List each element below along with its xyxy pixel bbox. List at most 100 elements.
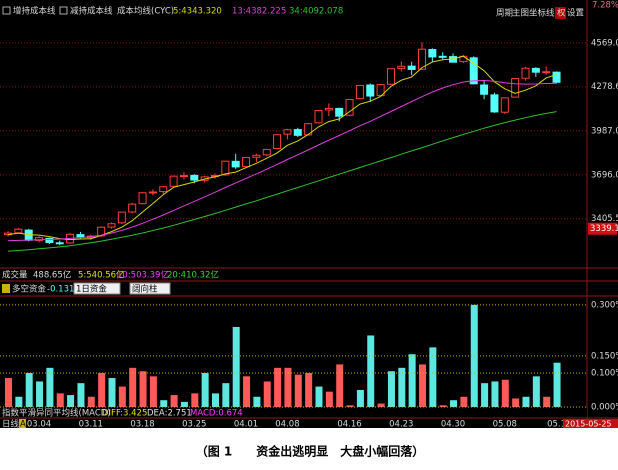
dropdown-label: 1日资金 (76, 284, 107, 295)
bar (460, 396, 468, 407)
bar (398, 367, 406, 407)
candle-body (345, 99, 354, 116)
candle-body (428, 49, 437, 58)
help-icon[interactable] (2, 284, 10, 293)
ma-line (7, 79, 557, 242)
date-box (563, 419, 618, 428)
ma-line (7, 55, 557, 241)
candle-body (511, 78, 520, 98)
candle-body (242, 157, 251, 168)
flag-box (19, 419, 26, 428)
candle-body (324, 107, 333, 111)
checkbox[interactable] (59, 6, 68, 15)
current-date: 2015-05-25 (565, 420, 612, 429)
y-tick-label: 4569.0 (591, 38, 618, 48)
bar (543, 396, 551, 407)
bar (450, 400, 458, 407)
x-tick-label: 04.23 (389, 420, 413, 430)
button[interactable]: 主图 (512, 8, 529, 19)
candle-body (386, 68, 395, 85)
candle-body (107, 223, 116, 228)
bar (212, 393, 219, 407)
candle-body (283, 129, 292, 135)
candle-body (438, 55, 447, 58)
candle-body (45, 237, 54, 243)
bar (315, 386, 323, 407)
x-tick-label: 05.1 (547, 420, 566, 430)
period: 日线 (2, 419, 20, 430)
price-marker-box (588, 222, 617, 235)
candle-body (179, 175, 188, 178)
bar (191, 393, 199, 407)
bar (263, 381, 271, 407)
background (0, 0, 618, 428)
candle-body (531, 67, 540, 73)
macd-row (0, 408, 587, 418)
bar (294, 374, 302, 407)
candle-body (542, 71, 551, 74)
candle-body (521, 67, 530, 79)
flag: A (20, 420, 26, 430)
bar (15, 396, 23, 407)
bar (336, 364, 344, 407)
candle-body (221, 160, 230, 176)
y-tick-label: 4278.6 (591, 82, 618, 92)
bar (512, 398, 520, 407)
bar (67, 395, 75, 407)
candle-body (469, 57, 478, 85)
bar (429, 347, 437, 407)
x-tick-label: 03.11 (79, 420, 103, 430)
candle-body (490, 94, 499, 113)
candle-body (55, 242, 64, 245)
checkbox[interactable] (2, 6, 11, 15)
legend-entry: 13:4382.225 (232, 7, 286, 17)
button[interactable]: 周期 (496, 9, 513, 19)
bar (108, 378, 116, 407)
candle-body (407, 65, 416, 70)
dropdown[interactable] (129, 282, 171, 295)
macd-value: DIFF:3.425 (102, 409, 147, 419)
bar (46, 367, 54, 407)
candle-body (159, 186, 168, 193)
bar (274, 367, 282, 407)
candle-body (252, 154, 261, 158)
volume-average: 5:540.56亿 (78, 270, 125, 281)
bar (243, 376, 251, 407)
bar (305, 372, 313, 407)
bar (522, 396, 530, 407)
button-box (555, 7, 566, 19)
bar (408, 354, 416, 407)
candle-body (169, 175, 178, 187)
x-tick-label: 03.25 (182, 420, 206, 430)
bar (56, 393, 64, 407)
candle-body (314, 110, 323, 124)
button[interactable]: 设置 (567, 8, 585, 19)
button[interactable]: 坐标线 (529, 8, 555, 19)
candle-body (397, 65, 406, 69)
volume-average: 10:503.39亿 (117, 270, 169, 281)
bar (501, 379, 509, 407)
bar (201, 372, 209, 407)
button[interactable]: 权 (557, 8, 566, 19)
bar (377, 403, 385, 407)
bar (367, 335, 375, 407)
y-tick-label: 0.100% (591, 368, 618, 378)
candle-body (500, 97, 509, 113)
bar (439, 405, 447, 407)
dropdown[interactable] (73, 282, 121, 295)
x-tick-label: 03.18 (130, 420, 154, 430)
candle-body (148, 191, 157, 194)
corner-label: 7.28% (592, 1, 618, 11)
candle-body (138, 192, 147, 205)
panel-title: 多空资金 (12, 284, 47, 295)
macd-value: DEA:2.751 (147, 409, 192, 419)
bar (491, 381, 499, 407)
bar (553, 362, 561, 407)
panel-value: -0.131% (47, 285, 82, 295)
bar (98, 372, 106, 407)
y-tick-label: 0.150% (591, 351, 618, 361)
candle-body (418, 48, 426, 70)
candle-body (366, 84, 375, 97)
period-bg (0, 419, 26, 428)
